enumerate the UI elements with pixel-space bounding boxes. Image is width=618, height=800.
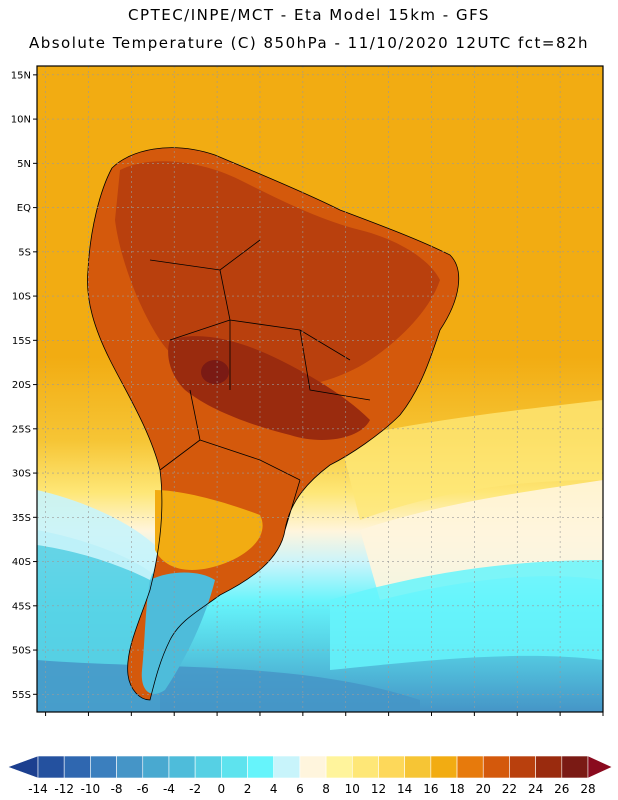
- legend-arrow-low: [7, 755, 39, 779]
- legend-swatch: [325, 755, 353, 779]
- legend-label: 4: [270, 782, 278, 796]
- lat-tick-label: 55S: [12, 690, 31, 701]
- legend-swatch: [378, 755, 405, 779]
- lat-tick-label: 15N: [11, 70, 31, 81]
- legend-swatch: [168, 755, 196, 779]
- atlantic-cold-band: [330, 560, 603, 670]
- legend-swatch: [351, 755, 379, 779]
- legend-label: 14: [397, 782, 412, 796]
- map-subtitle: Absolute Temperature (C) 850hPa - 11/10/…: [28, 34, 590, 52]
- legend-label: 28: [580, 782, 595, 796]
- legend-label: 2: [244, 782, 252, 796]
- legend-swatch: [482, 755, 510, 779]
- legend-swatch: [561, 755, 589, 779]
- legend-label: -14: [28, 782, 48, 796]
- legend-swatch: [90, 755, 117, 779]
- legend-label: 6: [296, 782, 304, 796]
- legend-label: 16: [423, 782, 438, 796]
- legend-swatch: [63, 755, 91, 779]
- legend-swatch: [273, 755, 301, 779]
- lat-tick-label: 5S: [18, 247, 31, 258]
- legend-swatch: [404, 755, 432, 779]
- legend-label: 8: [322, 782, 330, 796]
- legend-swatch: [116, 755, 144, 779]
- legend-arrow-high: [587, 755, 613, 779]
- legend-swatch: [142, 755, 170, 779]
- lat-tick-label: 20S: [12, 380, 31, 391]
- legend-swatch: [509, 755, 536, 779]
- legend-swatch: [194, 755, 222, 779]
- pacific-cool-band: [37, 490, 160, 580]
- legend-swatch: [430, 755, 458, 779]
- legend-label: -4: [163, 782, 175, 796]
- hot-core: [201, 360, 229, 384]
- legend-label: -12: [54, 782, 74, 796]
- legend-label: 12: [371, 782, 386, 796]
- lat-tick-label: 45S: [12, 601, 31, 612]
- lat-tick-label: 5N: [17, 159, 31, 170]
- legend-label: 24: [528, 782, 543, 796]
- legend-label: -8: [111, 782, 123, 796]
- lat-tick-label: 50S: [12, 646, 31, 657]
- legend-label: -2: [189, 782, 201, 796]
- legend-swatch: [221, 755, 248, 779]
- legend-swatch: [299, 755, 327, 779]
- lat-tick-label: 10N: [11, 115, 31, 126]
- lat-lon-grid: [37, 66, 603, 712]
- temperature-map: 15N 10N 5N EQ 5S 10S 15S 20S 25S 30S 35S 40S 45S 50S 5…: [11, 65, 604, 716]
- legend-swatch: [535, 755, 563, 779]
- lat-tick-label: EQ: [17, 203, 31, 214]
- legend-label: 0: [218, 782, 226, 796]
- southern-cone-field: [155, 490, 263, 570]
- country-borders: [87, 147, 460, 701]
- latitude-axis: 15N 10N 5N EQ 5S 10S 15S 20S 25S 30S 35S 40S 45S 50S 5…: [11, 70, 37, 701]
- legend-label: 18: [449, 782, 464, 796]
- legend-swatch: [247, 755, 275, 779]
- atlantic-warm-band: [340, 400, 603, 520]
- legend-label: 10: [345, 782, 360, 796]
- lat-tick-label: 40S: [12, 557, 31, 568]
- lat-tick-label: 30S: [12, 469, 31, 480]
- legend-swatch: [37, 755, 65, 779]
- map-title: CPTEC/INPE/MCT - Eta Model 15km - GFS: [128, 6, 490, 24]
- legend-label: 22: [502, 782, 517, 796]
- lat-tick-label: 25S: [12, 424, 31, 435]
- lat-tick-label: 15S: [12, 336, 31, 347]
- legend-label: -10: [81, 782, 101, 796]
- legend-label: 26: [554, 782, 569, 796]
- longitude-axis: 85W80W75W70W65W60W55W50W45W40W35W30W25W2…: [45, 712, 604, 716]
- color-legend: -14 -12 -10 -8 -6 -4 -2 0 2 4 6 8 10 12 14 16 18 20 22 24 26…: [7, 755, 613, 796]
- legend-label: -6: [137, 782, 149, 796]
- lat-tick-label: 35S: [12, 513, 31, 524]
- amazon-warm-field: [115, 161, 440, 390]
- legend-swatch: [456, 755, 484, 779]
- map-frame: [36, 65, 604, 713]
- legend-label: 20: [476, 782, 491, 796]
- lat-tick-label: 10S: [12, 292, 31, 303]
